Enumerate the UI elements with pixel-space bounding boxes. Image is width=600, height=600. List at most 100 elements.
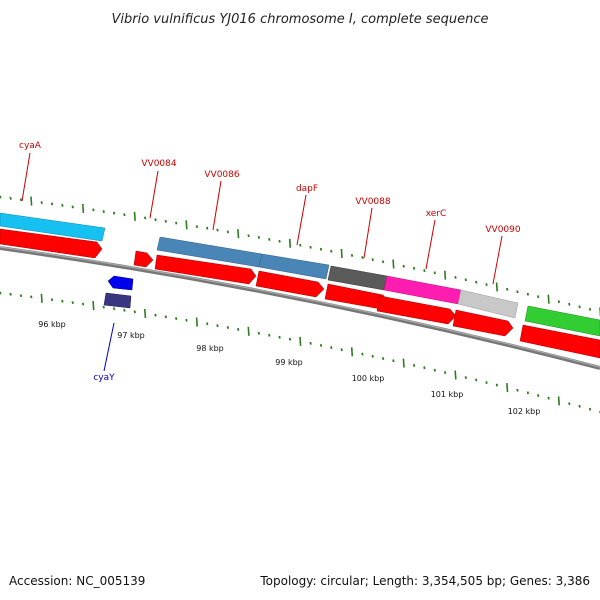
leader-line-VV0090: [492, 235, 503, 285]
cds-arrow-6[interactable]: [376, 295, 457, 325]
genome-backbone: [0, 246, 600, 370]
outer-tick-mark: [423, 269, 426, 273]
inner-tick-mark: [71, 301, 74, 305]
outer-tick-mark: [402, 264, 405, 268]
inner-tick-mark: [288, 337, 292, 341]
outer-tick-mark: [175, 221, 178, 225]
outer-tick-mark: [50, 202, 54, 206]
outer-tick-mark: [71, 205, 74, 209]
outer-tick-mark: [392, 259, 395, 269]
inner-tick-mark: [247, 326, 250, 336]
kbp-label: 97 kbp: [117, 331, 145, 340]
inner-tick-mark: [547, 396, 550, 400]
leader-line-dapF: [296, 194, 307, 246]
inner-tick-mark: [278, 335, 281, 339]
inner-tick-mark: [319, 343, 323, 347]
outer-tick-mark: [154, 218, 157, 222]
outer-tick-mark: [330, 249, 333, 253]
outer-tick-mark: [485, 283, 488, 287]
kbp-label: 98 kbp: [196, 344, 224, 353]
kbp-label: 102 kbp: [508, 407, 541, 416]
inner-tick-mark: [257, 331, 261, 335]
gene-label-dapF[interactable]: dapF: [296, 184, 318, 194]
outer-tick-mark: [9, 196, 12, 200]
inner-tick-mark: [268, 333, 271, 337]
outer-tick-mark: [112, 211, 116, 215]
outer-tick-mark: [102, 210, 105, 214]
feature-track-upper: [0, 212, 600, 337]
cyaY-blue-feature[interactable]: [107, 275, 134, 291]
cds-arrow-2[interactable]: [133, 250, 154, 268]
inner-tick-mark: [340, 348, 343, 352]
cds-arrow-4[interactable]: [255, 270, 325, 298]
gene-label-VV0088[interactable]: VV0088: [355, 197, 390, 207]
outer-tick-track: [0, 195, 600, 317]
leader-line-VV0086: [212, 180, 222, 231]
inner-tick-mark: [588, 407, 592, 411]
cds-arrow-1[interactable]: [0, 228, 103, 259]
outer-tick-mark: [61, 203, 64, 207]
cyan-feature-block[interactable]: [0, 212, 106, 242]
inner-tick-mark: [237, 327, 240, 331]
gene-label-cyaY[interactable]: cyaY: [93, 373, 115, 383]
cds-arrow-3[interactable]: [154, 254, 257, 285]
outer-tick-mark: [506, 287, 509, 291]
outer-tick-mark: [464, 278, 467, 282]
inner-tick-mark: [330, 346, 333, 350]
gene-label-VV0086[interactable]: VV0086: [204, 170, 239, 180]
inner-tick-mark: [371, 354, 374, 358]
outer-tick-mark: [495, 282, 498, 292]
steelblue-feature-block-2[interactable]: [258, 253, 330, 280]
cyaY-navy-feature[interactable]: [103, 292, 132, 309]
inner-tick-mark: [102, 305, 105, 309]
inner-tick-mark: [123, 308, 126, 312]
outer-tick-mark: [257, 235, 261, 239]
outer-tick-mark: [278, 239, 281, 243]
outer-tick-mark: [350, 253, 354, 257]
inner-tick-mark: [475, 378, 478, 382]
gene-label-xerC[interactable]: xerC: [426, 209, 447, 219]
inner-tick-mark: [19, 294, 23, 298]
outer-tick-mark: [195, 225, 199, 229]
gene-label-VV0084[interactable]: VV0084: [141, 159, 176, 169]
inner-tick-mark: [81, 302, 85, 306]
cds-arrow-7[interactable]: [452, 309, 514, 337]
inner-tick-mark: [175, 317, 178, 321]
outer-tick-mark: [371, 258, 374, 262]
inner-tick-mark: [412, 363, 416, 367]
outer-tick-mark: [164, 219, 167, 223]
inner-tick-mark: [381, 357, 385, 361]
inner-tick-mark: [226, 326, 230, 330]
outer-tick-mark: [237, 229, 240, 239]
green-feature-block[interactable]: [524, 305, 600, 337]
outer-tick-mark: [381, 260, 385, 264]
outer-tick-mark: [143, 216, 147, 220]
outer-tick-mark: [30, 196, 33, 206]
inner-tick-mark: [0, 291, 2, 295]
outer-tick-mark: [309, 245, 312, 249]
outer-tick-mark: [340, 248, 343, 258]
inner-tick-mark: [50, 298, 54, 302]
inner-tick-mark: [443, 371, 447, 375]
kbp-label: 101 kbp: [431, 390, 464, 399]
inner-tick-mark: [40, 293, 43, 303]
outer-tick-mark: [433, 271, 436, 275]
outer-tick-mark: [123, 213, 126, 217]
inner-tick-mark: [423, 366, 426, 370]
gene-labels: cyaA VV0084 VV0086 dapF VV0088 xerC VV00…: [19, 141, 521, 383]
gene-label-VV0090[interactable]: VV0090: [485, 225, 520, 235]
inner-tick-mark: [454, 370, 457, 380]
gene-label-cyaA[interactable]: cyaA: [19, 141, 42, 151]
outer-tick-mark: [247, 234, 250, 238]
kbp-label: 96 kbp: [38, 320, 66, 329]
cds-arrow-8[interactable]: [519, 324, 600, 359]
inner-tick-mark: [495, 383, 499, 387]
outer-tick-mark: [19, 198, 23, 202]
genome-backbone-highlight: [0, 246, 600, 368]
accession-text: Accession: NC_005139: [9, 574, 145, 588]
inner-tick-mark: [309, 341, 312, 345]
outer-tick-mark: [319, 247, 323, 251]
leader-line-VV0088: [363, 207, 373, 259]
lightgrey-feature-block[interactable]: [457, 289, 519, 319]
